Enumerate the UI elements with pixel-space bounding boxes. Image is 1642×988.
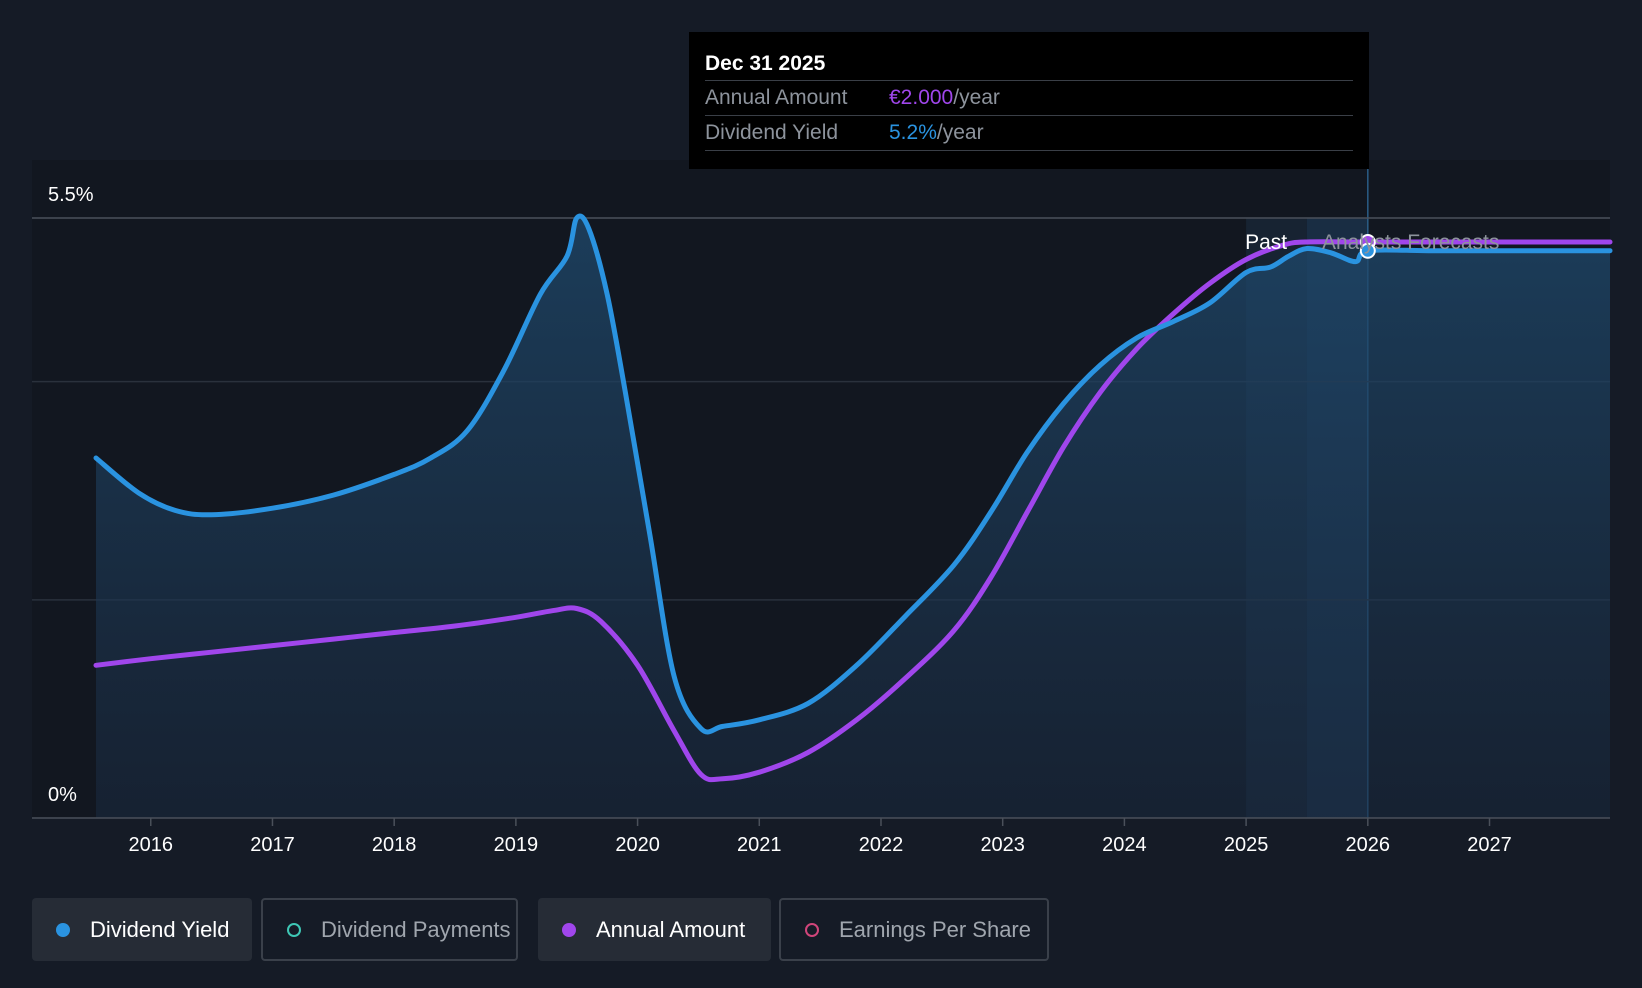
x-tick-label: 2021: [737, 834, 782, 856]
tooltip-row-dividend-yield: Dividend Yield 5.2%/year: [705, 115, 1353, 151]
legend-dividend-payments-toggle[interactable]: Dividend Payments: [261, 898, 518, 961]
x-tick-label: 2016: [129, 834, 174, 856]
x-tick-label: 2019: [494, 834, 539, 856]
tooltip-row-annual-amount: Annual Amount €2.000/year: [705, 80, 1353, 115]
x-tick-label: 2024: [1102, 834, 1147, 856]
x-tick-label: 2027: [1467, 834, 1512, 856]
legend-label: Dividend Payments: [321, 916, 511, 942]
dividend-yield-line: [93, 213, 1613, 735]
annual-amount-dot-icon: [562, 922, 576, 937]
x-tick-label: 2025: [1224, 834, 1269, 856]
tooltip-value: €2.000: [889, 86, 954, 109]
tooltip-label: Annual Amount: [705, 86, 848, 109]
chart-tooltip: Dec 31 2025 Annual Amount €2.000/year Div…: [689, 32, 1369, 169]
analysts-forecasts-label: Analysts Forecasts: [1322, 231, 1499, 254]
dividend-yield-area: [96, 215, 1610, 818]
tooltip-value: 5.2%: [889, 121, 937, 144]
y-tick-label: 5.5%: [48, 184, 94, 206]
legend-earnings-per-share-toggle[interactable]: Earnings Per Share: [779, 898, 1049, 961]
y-tick-label: 0%: [48, 784, 77, 806]
past-label: Past: [1245, 231, 1287, 254]
x-tick-label: 2020: [615, 834, 660, 856]
x-tick-label: 2022: [859, 834, 904, 856]
dividend-yield-dot-icon: [56, 922, 70, 937]
legend-annual-amount-toggle[interactable]: Annual Amount: [538, 898, 771, 961]
tooltip-unit: /year: [953, 86, 1000, 109]
x-tick-label: 2023: [980, 834, 1025, 856]
legend-label: Dividend Yield: [90, 916, 230, 942]
legend-label: Annual Amount: [596, 916, 746, 942]
tooltip-label: Dividend Yield: [705, 121, 839, 144]
x-tick-label: 2018: [372, 834, 417, 856]
x-tick-label: 2026: [1346, 834, 1391, 856]
dividend-yield-marker: [1359, 242, 1376, 259]
legend-label: Earnings Per Share: [839, 916, 1031, 942]
dividend-payments-ring-icon: [287, 922, 301, 937]
x-tick-label: 2017: [250, 834, 295, 856]
legend-dividend-yield-toggle[interactable]: Dividend Yield: [32, 898, 252, 961]
tooltip-date: Dec 31 2025: [705, 52, 826, 75]
tooltip-unit: /year: [936, 121, 984, 144]
earnings-per-share-ring-icon: [805, 922, 819, 937]
annual-amount-line: [93, 239, 1613, 783]
